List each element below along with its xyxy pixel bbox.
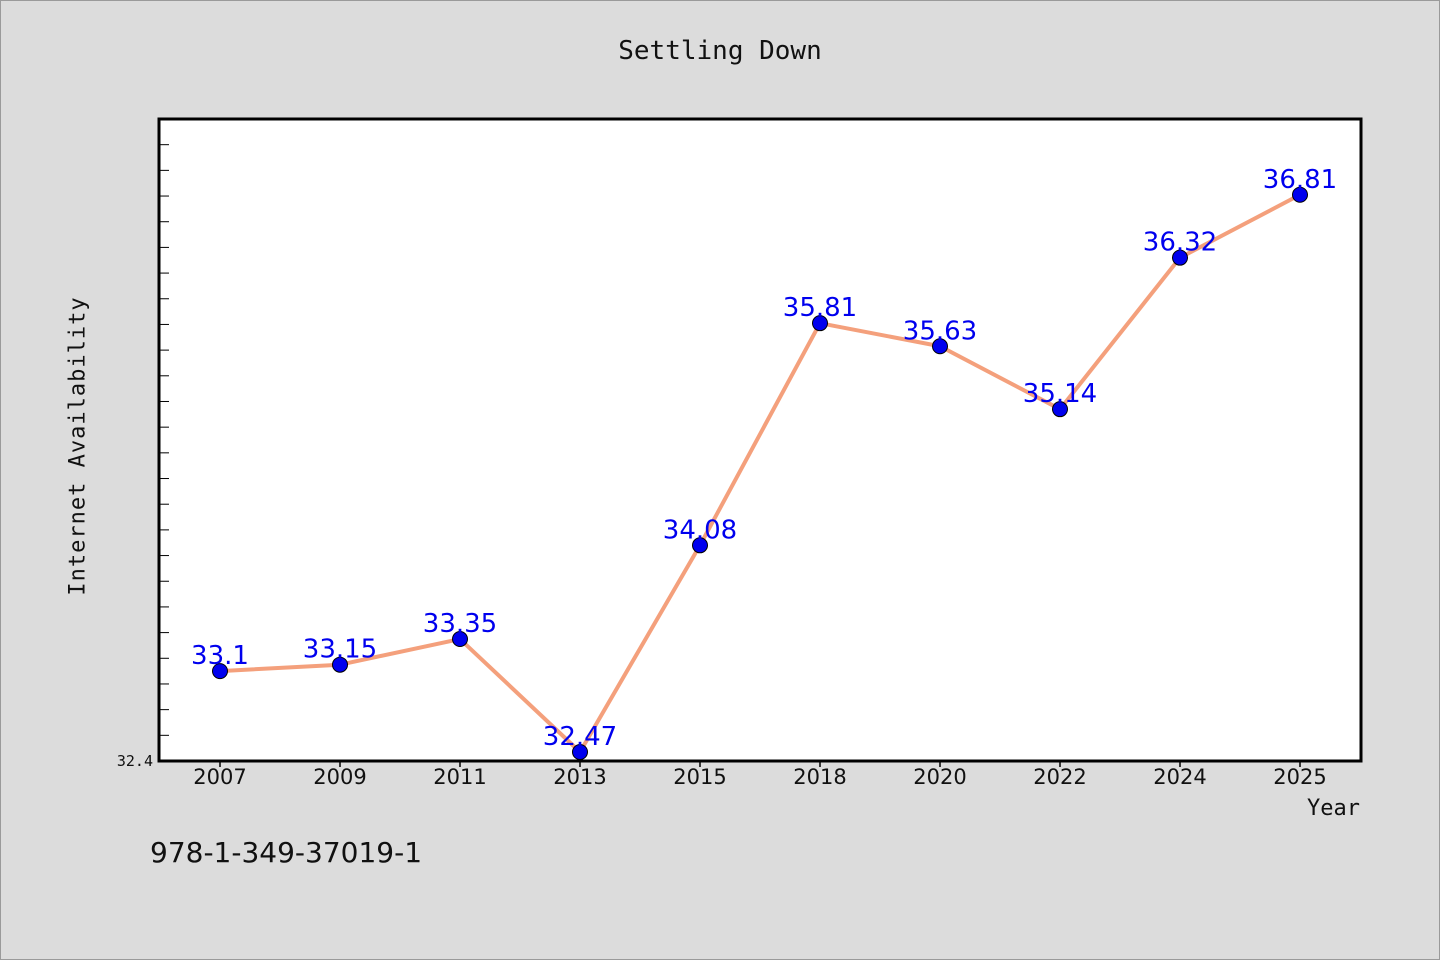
data-label: 35.14 [1023, 379, 1097, 409]
isbn-text: 978-1-349-37019-1 [150, 836, 423, 869]
data-point [932, 338, 948, 355]
data-label: 36.32 [1143, 228, 1217, 258]
data-label: 35.63 [903, 316, 977, 346]
data-labels: 33.1 33.15 33.35 32.47 34.08 35.81 35.63 35.14 3… [191, 165, 1337, 752]
series-line [218, 192, 1302, 755]
data-point [812, 315, 828, 332]
data-point [1292, 186, 1308, 203]
x-tick-label: 2013 [553, 765, 606, 789]
data-point [452, 631, 468, 648]
x-tick-label: 2024 [1153, 765, 1206, 789]
series-line-group [218, 192, 1302, 755]
data-label: 32.47 [543, 722, 617, 752]
x-tick-label: 2009 [313, 765, 366, 789]
x-tick-label: 2018 [793, 765, 846, 789]
x-tick-label: 2022 [1033, 765, 1086, 789]
data-label: 34.08 [663, 515, 737, 545]
data-points [212, 186, 1308, 761]
data-point [1172, 249, 1188, 266]
data-point [692, 537, 708, 554]
data-label: 33.15 [303, 635, 377, 665]
y-tick-label: 32.4 [117, 752, 153, 770]
x-axis-label: Year [1307, 796, 1360, 821]
x-ticks: 2007 2009 2011 2013 2015 2018 2020 2022 2024 2025 [193, 761, 1327, 789]
x-tick-label: 2015 [673, 765, 726, 789]
data-label: 33.35 [423, 609, 497, 639]
data-point [332, 656, 348, 673]
data-label: 35.81 [783, 293, 857, 323]
plot-area [157, 117, 1363, 763]
data-label: 36.81 [1263, 165, 1337, 195]
x-tick-label: 2020 [913, 765, 966, 789]
x-tick-label: 2011 [433, 765, 486, 789]
chart-title: Settling Down [618, 36, 822, 66]
data-label: 33.1 [191, 641, 249, 671]
x-tick-label: 2007 [193, 765, 246, 789]
x-tick-label: 2025 [1273, 765, 1326, 789]
data-point [572, 744, 588, 761]
y-ticks: 32.4 [117, 144, 169, 770]
data-point [212, 663, 228, 680]
data-point [1052, 401, 1068, 418]
